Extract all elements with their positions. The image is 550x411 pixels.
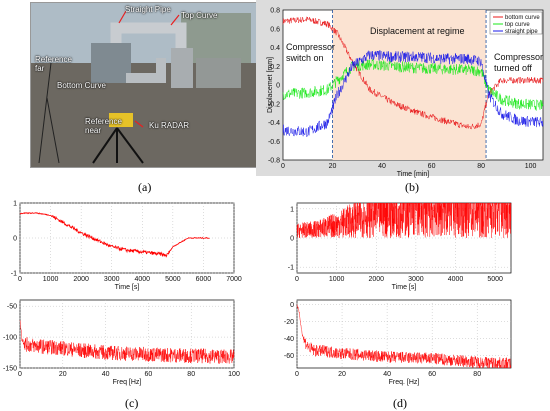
series-line-straight-pipe [282,50,544,138]
x-tick-label: 60 [428,163,436,170]
y-tick-label: 0 [13,236,17,243]
plot-area [19,299,235,369]
series-line-top-curve [282,58,544,112]
y-tick-label: -0.4 [268,120,280,127]
x-tick-label: 20 [329,163,337,170]
x-axis-label: Time [s] [392,284,417,291]
y-tick-label: -1 [288,265,294,272]
label-reference-near: Reference near [85,117,122,135]
x-tick-label: 1000 [43,276,59,283]
legend-entry: straight pipe [505,29,538,35]
y-tick-label: -40 [284,336,294,343]
x-tick-label: 80 [477,163,485,170]
y-tick-label: 0 [276,83,280,90]
caption-b: (b) [405,180,419,194]
y-axis-label: Displacemet [mm] [267,57,274,113]
y-tick-label: 1 [13,201,17,208]
x-tick-label: 40 [383,371,391,378]
shaded-region [332,10,487,160]
x-tick-label: 0 [295,371,299,378]
x-axis-label: Time [s] [115,284,140,291]
x-tick-label: 100 [228,371,240,378]
x-tick-label: 3000 [408,276,424,283]
x-tick-label: 0 [281,163,285,170]
y-tick-label: -20 [284,319,294,326]
y-tick-label: -60 [284,353,294,360]
y-tick-label: -150 [3,366,17,373]
photo-illustration [31,3,259,167]
label-ku-radar: Ku RADAR [149,121,190,130]
x-tick-label: 0 [295,276,299,283]
legend-entry: top curve [505,22,530,28]
annotation-compressor-on-line1: Compressor [286,42,335,52]
x-tick-label: 4000 [134,276,150,283]
x-tick-label: 40 [378,163,386,170]
x-tick-label: 5000 [165,276,181,283]
y-tick-label: 0.2 [270,64,280,71]
x-axis-label: Time [min] [397,171,429,178]
x-tick-label: 20 [338,371,346,378]
y-tick-label: -1 [11,271,17,278]
y-tick-label: -0.8 [268,158,280,165]
caption-c: (c) [125,396,139,410]
x-tick-label: 80 [473,371,481,378]
x-tick-label: 0 [18,371,22,378]
chart-d-bottom: 0 20 40 60 80 0 -20 -40 -60 Freq. [Hz] [284,299,512,386]
x-tick-label: 5000 [487,276,503,283]
legend-entry: bottom curve [505,15,540,21]
x-tick-label: 60 [428,371,436,378]
series-line-bottom-curve [282,16,544,130]
y-tick-label: 0.4 [270,45,280,52]
caption-d: (d) [393,396,407,410]
annotation-compressor-on-line2: switch on [286,53,324,63]
series-line-0 [296,202,512,239]
x-tick-label: 6000 [196,276,212,283]
x-tick-label: 7000 [226,276,242,283]
y-tick-label: -50 [7,304,17,311]
annotation-compressor-off-line2: turned off [494,63,532,73]
x-tick-label: 4000 [448,276,464,283]
label-bottom-curve: Bottom Curve [57,81,106,90]
x-tick-label: 2000 [73,276,89,283]
x-tick-label: 0 [18,276,22,283]
chart-b: 0 20 40 60 80 100 0.8 0.6 0.4 0.2 0 -0.2 -0.4 -0.6 -0.… [267,8,544,178]
y-tick-label: -100 [3,335,17,342]
photo-panel-a: Straight Pipe Top Curve Reference far Bo… [30,2,260,168]
x-axis-label: Freq. [Hz] [389,379,420,386]
caption-a: (a) [138,180,152,194]
label-straight-pipe: Straight Pipe [125,5,171,14]
y-tick-label: 1 [290,206,294,213]
x-tick-label: 2000 [368,276,384,283]
y-tick-label: 0 [290,236,294,243]
x-axis-label: Freq [Hz] [113,379,142,386]
y-tick-label: 0.8 [270,8,280,15]
annotation-compressor-off-line1: Compressor [494,52,543,62]
series-line-0 [296,304,512,369]
series-line-0 [19,320,235,364]
x-tick-label: 20 [59,371,67,378]
chart-c-bottom: 0 20 40 60 80 100 -50 -100 -150 Freq [Hz] [3,299,240,386]
y-tick-label: -0.2 [268,101,280,108]
series-line-0 [19,211,210,258]
label-top-curve: Top Curve [181,11,218,20]
x-tick-label: 40 [102,371,110,378]
x-tick-label: 3000 [104,276,120,283]
x-tick-label: 100 [525,163,537,170]
x-tick-label: 80 [187,371,195,378]
y-tick-label: -0.6 [268,139,280,146]
x-tick-label: 1000 [329,276,345,283]
annotation-regime: Displacement at regime [370,26,465,36]
label-reference-far: Reference far [35,55,72,73]
y-tick-label: 0.6 [270,26,280,33]
y-tick-label: 0 [290,302,294,309]
x-tick-label: 60 [145,371,153,378]
